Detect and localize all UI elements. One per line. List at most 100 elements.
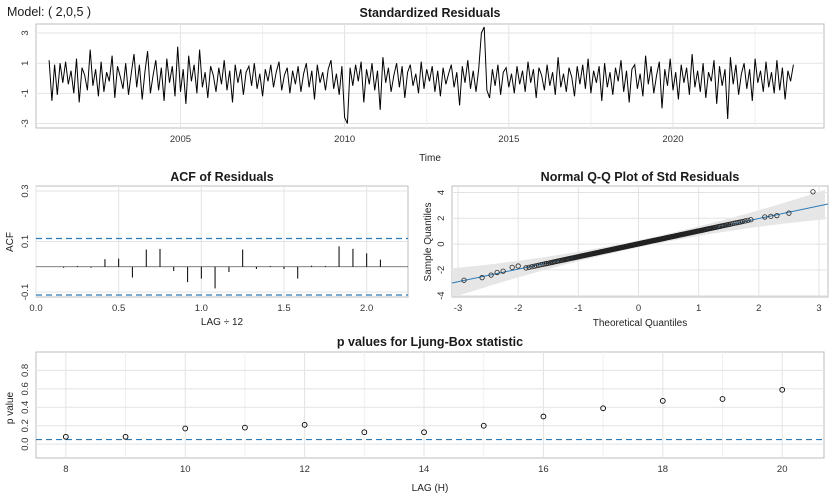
qq-point: [774, 213, 780, 219]
qq-point: [540, 261, 546, 267]
ljung-box-point: [480, 422, 487, 429]
residuals-x-tick-label: 2010: [334, 134, 355, 145]
qq-point: [740, 218, 746, 225]
qq-point: [529, 264, 535, 270]
qq-point: [531, 263, 537, 269]
ljung-box-point: [182, 425, 189, 432]
acf-y-tick-label: -0.1: [20, 284, 31, 300]
qq-x-tick-label: 3: [816, 303, 821, 314]
acf-y-tick-label: 0.3: [20, 184, 31, 197]
qq-point: [748, 217, 754, 223]
qq-x-tick-label: -3: [454, 303, 462, 314]
qq-point: [810, 189, 816, 195]
acf-x-axis-label: LAG ÷ 12: [201, 317, 244, 328]
ljung-box-point: [600, 405, 606, 412]
qq-point: [742, 218, 748, 224]
qq-y-tick-label: 2: [436, 216, 447, 221]
acf-title: ACF of Residuals: [170, 170, 274, 184]
qq-point: [543, 260, 550, 267]
qq-point: [786, 210, 792, 216]
ljung-box-title: p values for Ljung-Box statistic: [337, 335, 523, 349]
acf-x-tick-label: 1.5: [277, 303, 290, 314]
ljung-box-point: [62, 433, 69, 440]
ljung-box-x-tick-label: 14: [419, 464, 430, 475]
qq-y-tick-label: 4: [436, 190, 447, 195]
qq-title: Normal Q-Q Plot of Std Residuals: [541, 170, 740, 184]
ljung-box-tick-labels: 8 10 12 14 16 18 20 0.0 0.2 0.4 0.6 0.8: [20, 364, 788, 475]
residuals-y-tick-label: -1: [20, 89, 31, 97]
ljung-box-y-tick-label: 0.0: [20, 438, 31, 451]
standardized-residuals-panel: 2005 2010 2015 2020 -3 -1 1 3 Standardized Resi…: [20, 6, 825, 164]
model-label: Model: ( 2,0,5 ): [7, 5, 91, 19]
qq-plot-panel: -3 -2 -1 0 1 2 3 -4 -2 0 2 4 Normal Q-Q Plot of Std…: [423, 170, 829, 329]
ljung-box-point: [242, 424, 248, 431]
ljung-box-y-axis-label: p value: [5, 391, 16, 424]
ljung-box-gridlines: [36, 352, 824, 458]
ljung-box-x-tick-label: 8: [63, 464, 68, 475]
ljung-box-x-tick-label: 12: [299, 464, 310, 475]
ljung-box-y-tick-label: 0.2: [20, 419, 31, 432]
qq-y-tick-label: 0: [436, 241, 447, 246]
qq-point: [479, 275, 485, 281]
qq-point: [488, 272, 494, 278]
residuals-x-tick-label: 2020: [662, 134, 683, 145]
qq-y-tick-label: -4: [436, 291, 447, 299]
qq-point: [768, 213, 774, 219]
qq-point: [745, 217, 751, 223]
qq-x-tick-label: 0: [636, 303, 641, 314]
acf-tick-labels: 0.0 0.5 1.0 1.5 2.0 -0.1 0.1 0.3: [20, 184, 373, 314]
residuals-gridlines: [36, 24, 824, 128]
qq-point: [523, 265, 529, 271]
residuals-y-tick-label: 3: [20, 30, 31, 35]
residuals-y-tick-label: 1: [20, 61, 31, 66]
ljung-box-plot-frame: [35, 351, 825, 459]
residuals-title: Standardized Residuals: [359, 6, 500, 20]
acf-x-tick-label: 2.0: [360, 303, 373, 314]
qq-point: [500, 268, 506, 274]
residuals-y-tick-label: -3: [20, 119, 31, 127]
residuals-tick-labels: 2005 2010 2015 2020 -3 -1 1 3: [20, 30, 684, 145]
qq-x-tick-label: -2: [514, 303, 522, 314]
ljung-box-points: [36, 386, 824, 441]
ljung-box-x-tick-label: 16: [538, 464, 549, 475]
ljung-box-y-tick-label: 0.4: [20, 401, 31, 414]
qq-points: [461, 189, 816, 283]
qq-point: [526, 264, 532, 270]
ljung-box-point: [719, 396, 726, 402]
ljung-box-y-tick-label: 0.6: [20, 382, 31, 395]
acf-gridlines: [35, 186, 408, 297]
ljung-box-point: [779, 386, 786, 393]
ljung-box-x-tick-label: 18: [658, 464, 669, 475]
residuals-x-axis-label: Time: [419, 153, 441, 164]
acf-x-tick-label: 0.5: [112, 303, 125, 314]
qq-point: [762, 214, 768, 220]
ljung-box-x-tick-label: 10: [180, 464, 191, 475]
ljung-box-point: [361, 429, 368, 436]
ljung-box-point: [540, 413, 547, 420]
residuals-series-line: [48, 26, 794, 124]
qq-point: [461, 277, 467, 283]
acf-bars: [36, 237, 408, 296]
qq-point: [509, 264, 515, 270]
qq-x-tick-label: -1: [574, 303, 582, 314]
ljung-box-point: [421, 429, 427, 436]
qq-point: [494, 269, 500, 276]
ljung-box-point: [301, 421, 308, 428]
acf-y-axis-label: ACF: [5, 232, 16, 252]
ljung-box-point: [659, 398, 666, 404]
qq-tick-labels: -3 -2 -1 0 1 2 3 -4 -2 0 2 4: [436, 190, 822, 314]
qq-y-axis-label: Sample Quantiles: [423, 203, 434, 282]
qq-x-tick-label: 2: [756, 303, 761, 314]
acf-x-tick-label: 1.0: [195, 303, 208, 314]
acf-x-tick-label: 0.0: [29, 303, 42, 314]
qq-point: [515, 263, 521, 269]
qq-x-tick-label: 1: [696, 303, 701, 314]
qq-y-tick-label: -2: [436, 266, 447, 274]
ljung-box-panel: 8 10 12 14 16 18 20 0.0 0.2 0.4 0.6 0.8 p values fo…: [5, 335, 825, 494]
acf-panel: 0.0 0.5 1.0 1.5 2.0 -0.1 0.1 0.3 ACF of Residua…: [5, 170, 409, 328]
ljung-box-point: [122, 433, 129, 440]
residuals-x-tick-label: 2015: [498, 134, 519, 145]
ljung-box-x-axis-label: LAG (H): [412, 483, 449, 494]
